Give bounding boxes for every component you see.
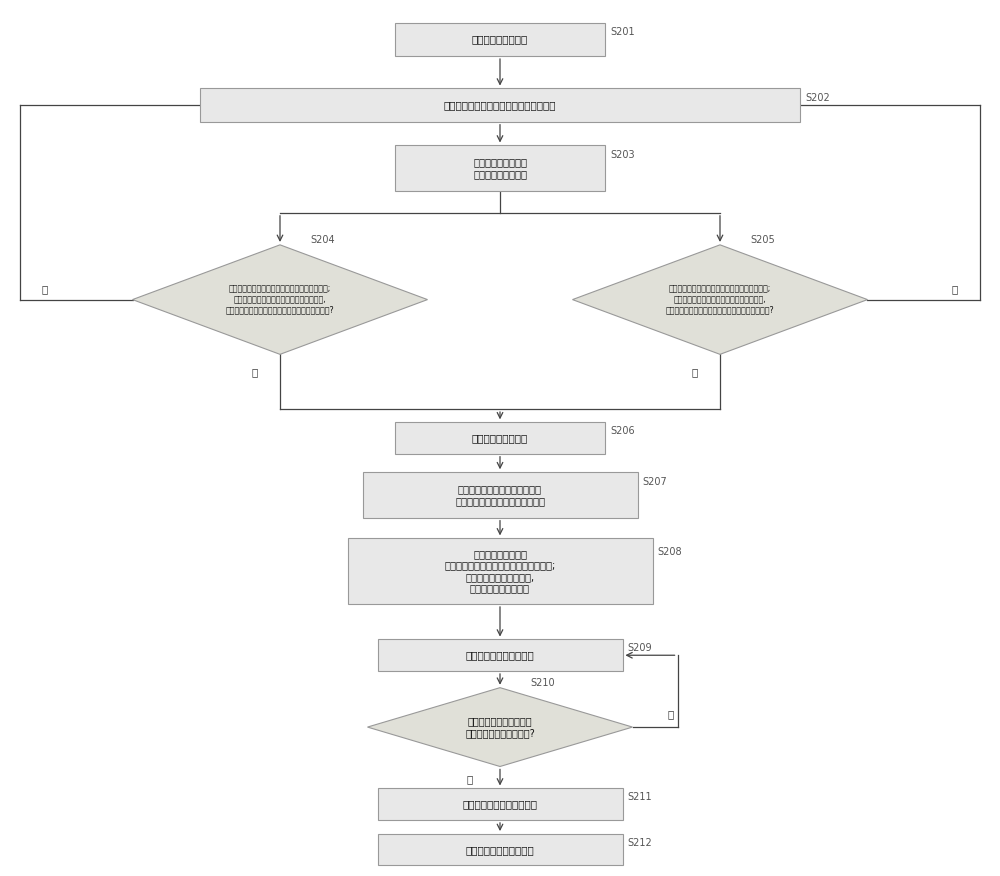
Polygon shape: [368, 688, 633, 766]
Text: 判断室内环境温度是否大于或等于第二温度阈值;
室内环境湿度是否大于或等于第二湿度阈值,
且压缩机的运行时长是否大于或等于第二时长阈值?: 判断室内环境温度是否大于或等于第二温度阈值; 室内环境湿度是否大于或等于第二湿度…: [666, 285, 774, 314]
Text: 获取空调的第一运行参数和室内环境参数: 获取空调的第一运行参数和室内环境参数: [444, 100, 556, 110]
Text: 否: 否: [952, 284, 958, 294]
Text: S212: S212: [628, 837, 652, 848]
FancyBboxPatch shape: [395, 422, 605, 454]
FancyBboxPatch shape: [200, 88, 800, 122]
Text: S211: S211: [628, 792, 652, 802]
Text: 开启压缩机的运行，
且控制四通阀切换至对应制热模式的阀位;
控制停止室内风机的运行,
且闭合室内机的导风板: 开启压缩机的运行， 且控制四通阀切换至对应制热模式的阀位; 控制停止室内风机的运…: [444, 548, 556, 594]
FancyBboxPatch shape: [395, 23, 605, 56]
FancyBboxPatch shape: [378, 834, 622, 865]
Text: 是: 是: [692, 367, 698, 377]
Text: 空调以初始模式运行: 空调以初始模式运行: [472, 34, 528, 45]
Polygon shape: [572, 244, 867, 354]
FancyBboxPatch shape: [395, 145, 605, 191]
FancyBboxPatch shape: [362, 472, 638, 518]
FancyBboxPatch shape: [378, 788, 622, 820]
Text: S207: S207: [642, 477, 667, 487]
Text: 是: 是: [467, 774, 473, 785]
Text: S201: S201: [610, 27, 635, 38]
Text: 否: 否: [42, 284, 48, 294]
Text: 否: 否: [668, 709, 674, 719]
Text: 判断第二运行参数是否满
足预设的防凝露退出条件?: 判断第二运行参数是否满 足预设的防凝露退出条件?: [465, 717, 535, 738]
Text: 空调切换回初始模式运行: 空调切换回初始模式运行: [466, 844, 534, 855]
Polygon shape: [133, 244, 428, 354]
FancyBboxPatch shape: [348, 538, 653, 604]
Text: 空调进入防凝露模式: 空调进入防凝露模式: [472, 433, 528, 443]
FancyBboxPatch shape: [378, 639, 622, 671]
Text: 根据空调的风速档位
确定防凝露进入条件: 根据空调的风速档位 确定防凝露进入条件: [473, 158, 527, 179]
Text: S203: S203: [610, 150, 635, 160]
Text: S210: S210: [530, 678, 555, 689]
Text: 控制空调停止制热模式运行: 控制空调停止制热模式运行: [462, 799, 538, 809]
Text: 获取空调的第二运行参数: 获取空调的第二运行参数: [466, 650, 534, 661]
Text: S205: S205: [750, 236, 775, 245]
Text: S204: S204: [310, 236, 335, 245]
Text: S202: S202: [805, 93, 830, 103]
Text: 是: 是: [252, 367, 258, 377]
Text: S209: S209: [628, 643, 652, 653]
Text: 判断室内环境温度是否大于或等于第一温度阈值;
室内环境湿度是否大于或等于第一湿度阈值,
且压缩机的运行时长是否大于或等于第一时长阈值?: 判断室内环境温度是否大于或等于第一温度阈值; 室内环境湿度是否大于或等于第一湿度…: [226, 285, 334, 314]
Text: S206: S206: [610, 426, 635, 436]
Text: S208: S208: [658, 547, 682, 557]
Text: 停止压缩机的运行，且控制室内
风机以最大风速运行第一设定时长: 停止压缩机的运行，且控制室内 风机以最大风速运行第一设定时长: [455, 484, 545, 505]
